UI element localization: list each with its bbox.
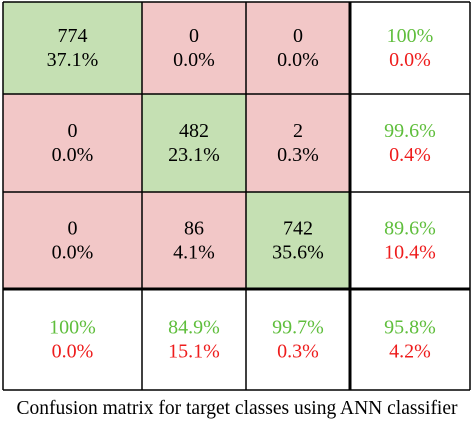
row-summary-0-bottom-label: 0.0% — [389, 49, 431, 71]
matrix-cell-2-2-bottom-label: 35.6% — [272, 242, 324, 264]
matrix-cell-2-1-fill — [142, 192, 246, 289]
matrix-cell-2-1-bottom-label: 4.1% — [173, 242, 215, 264]
row-summary-2-bottom-label: 10.4% — [384, 242, 436, 264]
matrix-cell-2-0-bottom-label: 0.0% — [52, 242, 94, 264]
matrix-cell-1-1-top-label: 482 — [179, 120, 209, 142]
matrix-cell-1-2-bottom-label: 0.3% — [277, 144, 319, 166]
row-summary-0-top-label: 100% — [387, 25, 434, 47]
matrix-cell-1-2-top-label: 2 — [293, 120, 303, 142]
matrix-cell-1-1-bottom-label: 23.1% — [168, 144, 220, 166]
matrix-cell-0-1-bottom-label: 0.0% — [173, 49, 215, 71]
col-summary-2-fill — [246, 289, 350, 390]
matrix-cell-1-0-fill — [3, 94, 142, 192]
overall-summary-top-label: 95.8% — [384, 317, 436, 339]
matrix-cell-2-2-fill — [246, 192, 350, 289]
matrix-cell-0-2-top-label: 0 — [293, 25, 303, 47]
overall-summary: 95.8%4.2% — [350, 289, 470, 390]
col-summary-0-fill — [3, 289, 142, 390]
matrix-cell-2-1: 864.1% — [142, 192, 246, 289]
col-summary-2-top-label: 99.7% — [272, 317, 324, 339]
matrix-cell-2-2-top-label: 742 — [283, 218, 313, 240]
col-summary-1: 84.9%15.1% — [142, 289, 246, 390]
matrix-cell-1-2-fill — [246, 94, 350, 192]
matrix-cell-0-0-bottom-label: 37.1% — [47, 49, 99, 71]
col-summary-1-fill — [142, 289, 246, 390]
col-summary-1-bottom-label: 15.1% — [168, 341, 220, 363]
matrix-cell-0-1-fill — [142, 2, 246, 94]
matrix-cell-1-0: 00.0% — [3, 94, 142, 192]
overall-summary-fill — [350, 289, 470, 390]
row-summary-2-top-label: 89.6% — [384, 218, 436, 240]
col-summary-2: 99.7%0.3% — [246, 289, 350, 390]
row-summary-2: 89.6%10.4% — [350, 192, 470, 289]
matrix-cell-1-1-fill — [142, 94, 246, 192]
row-summary-2-fill — [350, 192, 470, 289]
col-summary-0-bottom-label: 0.0% — [52, 341, 94, 363]
row-summary-1: 99.6%0.4% — [350, 94, 470, 192]
matrix-cell-0-2: 00.0% — [246, 2, 350, 94]
matrix-cell-1-0-top-label: 0 — [68, 120, 78, 142]
matrix-cell-2-1-top-label: 86 — [184, 218, 204, 240]
matrix-cell-0-0-fill — [3, 2, 142, 94]
matrix-cell-0-2-fill — [246, 2, 350, 94]
matrix-cell-1-0-bottom-label: 0.0% — [52, 144, 94, 166]
row-summary-0-fill — [350, 2, 470, 94]
col-summary-2-bottom-label: 0.3% — [277, 341, 319, 363]
row-summary-1-top-label: 99.6% — [384, 120, 436, 142]
row-summary-0: 100%0.0% — [350, 2, 470, 94]
chart-caption: Confusion matrix for target classes usin… — [16, 398, 458, 419]
matrix-cell-2-0-top-label: 0 — [68, 218, 78, 240]
matrix-cell-0-2-bottom-label: 0.0% — [277, 49, 319, 71]
confusion-matrix: 77437.1%00.0%00.0%00.0%48223.1%20.3%00.0… — [2, 1, 471, 391]
overall-summary-bottom-label: 4.2% — [389, 341, 431, 363]
row-summary-1-bottom-label: 0.4% — [389, 144, 431, 166]
col-summary-0-top-label: 100% — [49, 317, 96, 339]
matrix-cell-1-2: 20.3% — [246, 94, 350, 192]
matrix-cell-2-0-fill — [3, 192, 142, 289]
matrix-cell-2-0: 00.0% — [3, 192, 142, 289]
matrix-cell-0-0-top-label: 774 — [58, 25, 88, 47]
col-summary-1-top-label: 84.9% — [168, 317, 220, 339]
matrix-cell-0-1-top-label: 0 — [189, 25, 199, 47]
matrix-cell-0-1: 00.0% — [142, 2, 246, 94]
col-summary-0: 100%0.0% — [3, 289, 142, 390]
row-summary-1-fill — [350, 94, 470, 192]
